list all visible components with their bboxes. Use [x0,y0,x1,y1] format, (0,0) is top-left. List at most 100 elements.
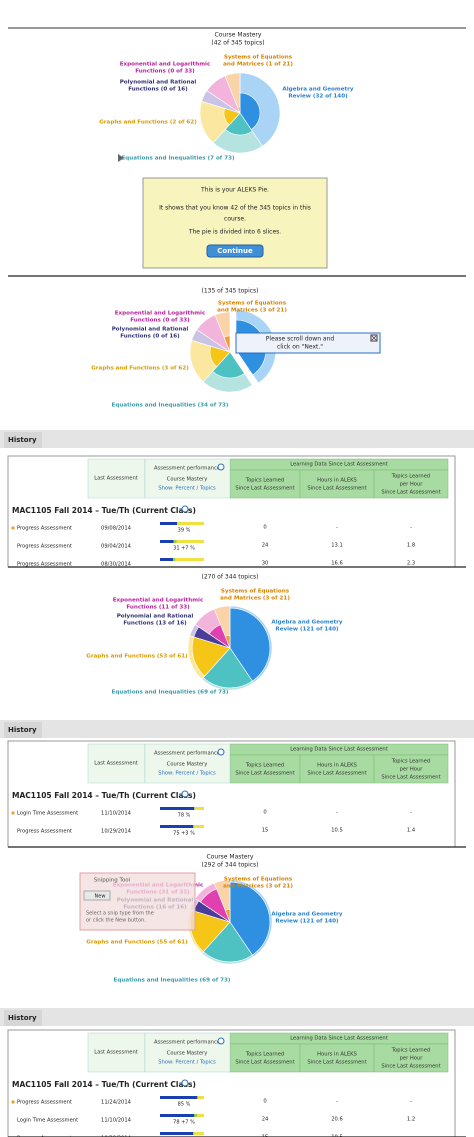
help-icon[interactable] [217,1037,225,1045]
pie-topics: (135 of 345 topics) [201,288,258,295]
header-text: Topics Learned [245,1052,284,1058]
row-topics: 15 [262,1135,269,1137]
pie-slice-mastered [191,636,231,677]
mastery-bar [160,1114,195,1117]
header-cell [144,458,231,499]
history-tab-label: History [8,436,37,444]
header-cell [299,469,375,499]
slice-label: Polynomial and Rational [120,80,197,86]
header-text: Since Last Assessment [381,1064,440,1070]
header-cell [144,1032,231,1073]
header-text: Assessment performance [154,466,220,472]
slice-label: Equations and Inequalities (69 of 73) [114,978,231,984]
slice-label: and Matrices (3 of 21) [217,308,287,314]
mastery-bar [160,522,178,525]
slice-label: Graphs and Functions (2 of 62) [99,120,197,126]
row-hours: - [336,525,338,531]
row-mastery: 78 +7 % [173,1120,195,1126]
row-date: 11/24/2014 [101,1100,132,1106]
header-text: Hours in ALEKS [317,763,357,769]
panel: Course Mastery(292 of 344 topics)Exponen… [0,854,474,1137]
snip-new[interactable] [83,890,111,901]
header-cell [87,1032,146,1073]
row-rate: - [410,1099,412,1105]
pie-slice-mastered [239,92,261,130]
row-name: Progress Assessment [17,544,72,550]
continue-label: Continue [217,247,253,255]
info-icon [181,505,189,513]
mastery-bar-gain [173,540,177,543]
mastery-bar-rest [177,522,204,525]
row-mastery: 39 % [178,528,191,534]
header-text: Last Assessment [94,761,138,767]
mastery-bar [160,1096,198,1099]
header-text: Since Last Assessment [235,771,294,777]
mastery-bar [160,1132,193,1135]
header-text: Learning Data Since Last Assessment [290,1036,388,1042]
header-text: Since Last Assessment [235,1060,294,1066]
header-text: Since Last Assessment [307,1060,366,1066]
row-name: Progress Assessment [17,526,72,532]
history-bar [0,430,474,448]
header-cell [373,754,449,784]
pie-slice-mastered [237,106,241,114]
row-topics: 24 [262,1117,269,1123]
pie-slice-mastered [212,351,245,379]
header-text: Since Last Assessment [381,490,440,496]
row-date: 11/10/2014 [101,811,132,817]
header-cell [144,743,231,784]
header-cell [299,1043,375,1073]
tooltip-text: It shows that you know 42 of the 345 top… [159,205,311,212]
header-text: Assessment performance [154,751,220,757]
mastery-bar-rest [176,540,204,543]
class-title: MAC1105 Fall 2014 – Tue/Th (Current Clas… [12,506,196,515]
header-text: Last Assessment [94,1050,138,1056]
header-text: Since Last Assessment [307,486,366,492]
slice-label: and Matrices (3 of 21) [223,884,293,890]
snip-window [79,872,196,931]
row-date: 10/29/2014 [101,829,132,835]
header-cell [229,469,301,499]
history-bar [0,720,474,738]
header-text: per Hour [400,482,424,488]
slice-label: Review (32 of 140) [288,94,348,100]
row-topics: 30 [262,561,269,567]
header-text: Learning Data Since Last Assessment [290,747,388,753]
panel: Course Mastery(42 of 345 topics) Exponent… [99,32,354,269]
header-cell [229,754,301,784]
header-text: Since Last Assessment [235,486,294,492]
mastery-bar [160,825,193,828]
row-name: Progress Assessment [17,562,72,568]
row-name: Progress Assessment [17,1136,72,1137]
help-icon[interactable] [217,463,225,471]
header-text: Course Mastery [167,762,208,768]
mastery-bar [160,540,174,543]
header-text: Topics Learned [391,759,430,765]
slice-label: Exponential and Logarithmic [120,62,211,68]
tooltip-text: This is your ALEKS Pie. [200,187,269,194]
header-text: Hours in ALEKS [317,478,357,484]
row-mastery: 75 +3 % [173,831,195,837]
row-rate: - [410,525,412,531]
pie-topics: (292 of 344 topics) [201,862,258,869]
row-topics: 0 [263,1099,266,1105]
mastery-bar [160,558,174,561]
header-text: Topics Learned [391,1048,430,1054]
help-icon[interactable] [217,748,225,756]
current-dot [11,1100,15,1104]
header-text: Topics Learned [245,478,284,484]
continue-button[interactable] [206,244,264,258]
slice-label: Functions (0 of 33) [130,318,190,324]
pie-slice-mastered [224,909,231,923]
slice-label: Review (121 of 140) [275,919,339,925]
row-date: 08/30/2014 [101,562,132,568]
header-text: Show: Percent / Topics [158,486,216,492]
pie-slice-mastered [202,647,253,689]
tooltip-text: course. [224,216,246,223]
header-text: Course Mastery [167,1051,208,1057]
row-mastery: 31 +7 % [173,546,195,552]
class-title: MAC1105 Fall 2014 – Tue/Th (Current Clas… [12,791,196,800]
slice-label: Systems of Equations [224,877,293,883]
panel: (135 of 345 topics) Exponential and Logar… [0,288,474,568]
